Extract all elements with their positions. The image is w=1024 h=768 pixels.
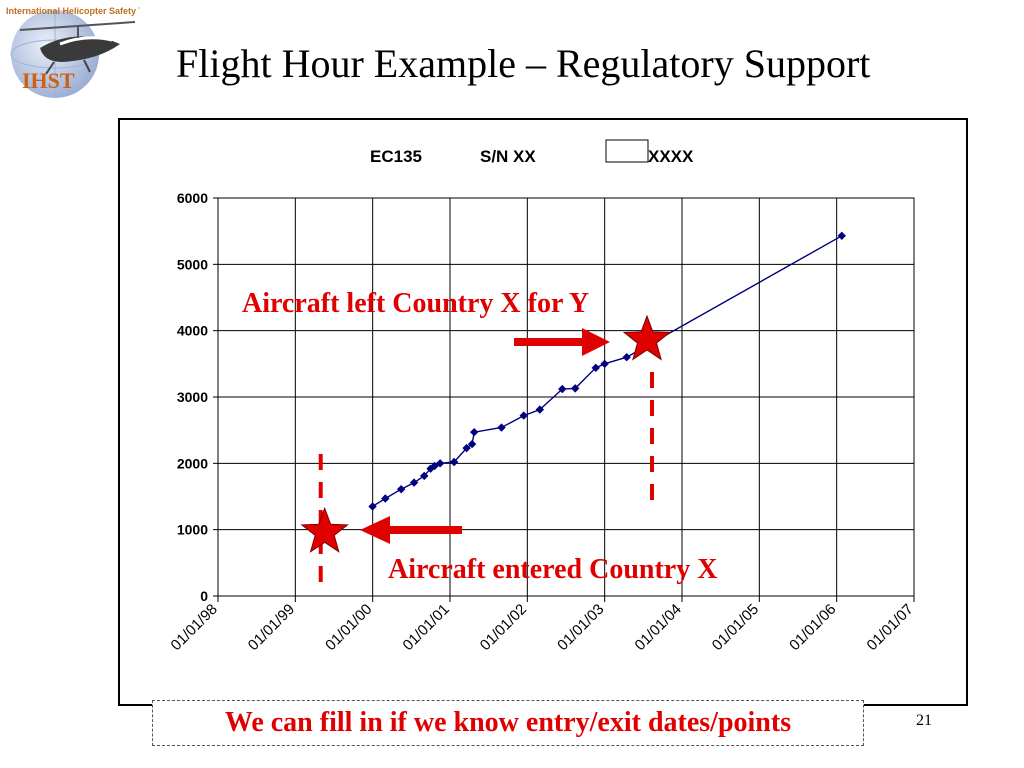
x-tick-label: 01/01/99 <box>245 601 298 654</box>
data-point <box>837 231 846 241</box>
data-point <box>420 471 429 481</box>
entry-annotation-label: Aircraft entered Country X <box>388 554 717 585</box>
chart-title-suffix: XXXX <box>648 147 694 166</box>
x-tick-label: 01/01/02 <box>477 601 530 654</box>
y-tick-label: 5000 <box>177 256 208 272</box>
ihst-logo: International Helicopter Safety Team IHS… <box>0 0 161 100</box>
footer-note: We can fill in if we know entry/exit dat… <box>152 700 864 746</box>
helicopter-logo-icon: International Helicopter Safety Team IHS… <box>6 6 161 98</box>
data-point <box>467 439 477 449</box>
data-point <box>409 478 419 487</box>
data-point <box>435 459 445 468</box>
entry-arrow-head <box>360 516 390 544</box>
logo-subtitle: International Helicopter Safety Team <box>6 6 140 16</box>
y-tick-label: 1000 <box>177 522 208 538</box>
x-tick-label: 01/01/01 <box>400 601 453 654</box>
exit-annotation-label: Aircraft left Country X for Y <box>242 288 589 319</box>
y-tick-label: 6000 <box>177 190 208 206</box>
exit-star-icon <box>622 314 672 361</box>
x-tick-label: 01/01/98 <box>168 601 221 654</box>
exit-arrow-head <box>582 328 610 356</box>
data-point <box>462 443 471 453</box>
logo-text: IHST <box>22 68 75 93</box>
data-point <box>396 485 406 494</box>
data-point <box>535 405 545 414</box>
entry-arrow <box>388 526 462 534</box>
chart-title-box <box>605 139 649 163</box>
data-point <box>571 384 580 393</box>
data-point <box>449 457 459 467</box>
exit-arrow <box>514 338 584 346</box>
x-tick-label: 01/01/03 <box>554 601 607 654</box>
chart-title-model: EC135 <box>370 147 422 166</box>
x-tick-label: 01/01/06 <box>786 601 839 654</box>
x-tick-label: 01/01/07 <box>864 601 917 654</box>
chart-title-serial: S/N XX <box>480 147 536 166</box>
x-tick-label: 01/01/00 <box>322 601 375 654</box>
data-point <box>497 423 506 432</box>
entry-star-icon <box>300 506 349 553</box>
data-point <box>470 427 479 437</box>
y-tick-label: 3000 <box>177 389 208 405</box>
data-point <box>519 411 528 420</box>
x-tick-label: 01/01/05 <box>709 601 762 654</box>
data-point <box>368 502 377 511</box>
flight-hours-chart: EC135 S/N XX XXXX 0 1000 2000 3000 4000 5000 6… <box>168 139 917 654</box>
chart-title: EC135 S/N XX XXXX <box>370 139 694 166</box>
page-number: 21 <box>916 712 932 729</box>
data-point <box>381 494 390 503</box>
data-point <box>622 353 631 362</box>
slide-title: Flight Hour Example – Regulatory Support <box>176 41 871 86</box>
y-tick-label: 4000 <box>177 323 208 339</box>
x-tick-label: 01/01/04 <box>632 601 685 654</box>
y-tick-label: 0 <box>200 588 208 604</box>
y-tick-label: 2000 <box>177 455 208 471</box>
chart-frame: EC135 S/N XX XXXX 0 1000 2000 3000 4000 5000 6… <box>118 118 968 706</box>
